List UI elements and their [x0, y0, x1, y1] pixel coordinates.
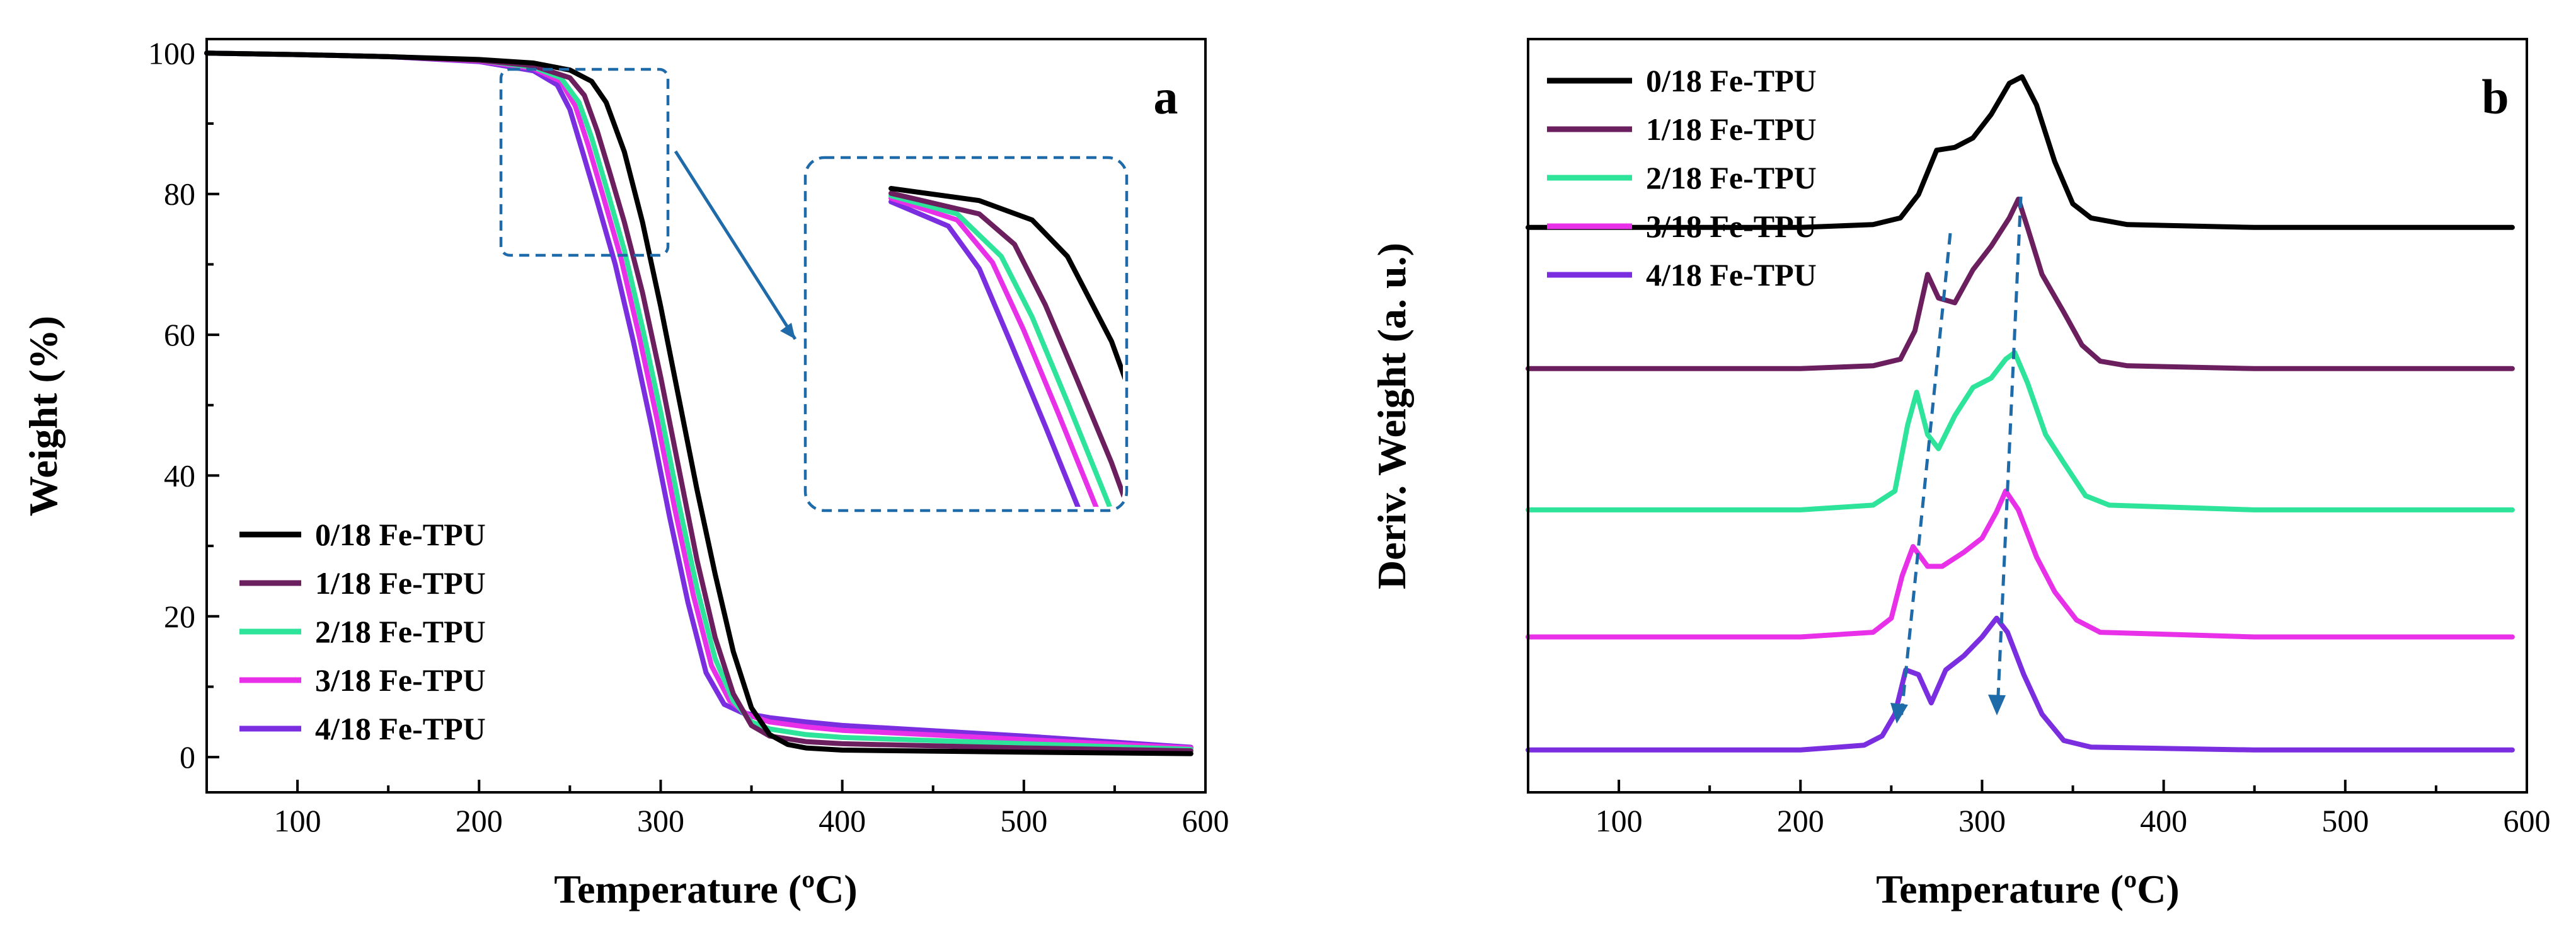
panel-a-x-tick-label: 600 [1182, 803, 1229, 838]
panel-b-deriv-chart: 100 200 300 400 500 600 b Temperature (ºC) De… [1369, 38, 2551, 911]
panel-b-x-tick-label: 300 [1958, 803, 2006, 838]
panel-a-x-tick-label: 300 [637, 803, 684, 838]
panel-b-series-line-0 [1526, 74, 2515, 230]
panel-b-x-tick-label: 400 [2140, 803, 2187, 838]
panel-b-plot-frame [1527, 38, 2528, 794]
panel-b-peak1-arrowhead [1890, 703, 1908, 724]
panel-a-legend-label-3: 3/18 Fe-TPU [315, 662, 486, 698]
panel-a-inset-line-4 [888, 199, 1123, 507]
panel-a-y-axis-title: Weight (%) [21, 316, 66, 516]
panel-a-y-tick-label: 40 [164, 458, 195, 493]
panel-a-zoom-arrowhead [780, 323, 795, 339]
panel-b-series-group [1526, 74, 2515, 753]
panel-b-legend-label-2: 2/18 Fe-TPU [1646, 160, 1817, 195]
panel-b-legend: 0/18 Fe-TPU 1/18 Fe-TPU 2/18 Fe-TPU 3/18 Fe… [1547, 63, 1817, 292]
panel-b-peak2-shift-arrow [1996, 196, 2023, 710]
panel-a-inset-line-0 [888, 186, 1123, 507]
panel-a-legend-label-4: 4/18 Fe-TPU [315, 711, 486, 746]
panel-a-x-tick-label: 500 [1000, 803, 1047, 838]
panel-a-y-tick-label: 0 [180, 739, 195, 775]
panel-a-legend: 0/18 Fe-TPU 1/18 Fe-TPU 2/18 Fe-TPU 3/18 Fe… [239, 517, 486, 746]
panel-b-ticks: 100 200 300 400 500 600 [1596, 780, 2551, 838]
panel-b-legend-label-3: 3/18 Fe-TPU [1646, 209, 1817, 244]
panel-a-zoom-pointer-arrow [674, 150, 797, 340]
panel-b-x-tick-label: 200 [1777, 803, 1824, 838]
panel-a-zoom-region-box [499, 67, 670, 257]
panel-b-legend-label-4: 4/18 Fe-TPU [1646, 257, 1817, 292]
panel-a-plot-frame [205, 38, 1207, 794]
panel-a-y-tick-label: 80 [164, 176, 195, 212]
panel-a-legend-label-0: 0/18 Fe-TPU [315, 517, 486, 552]
panel-b-y-axis-title: Deriv. Weight (a. u.) [1369, 243, 1414, 589]
panel-b-x-tick-label: 100 [1596, 803, 1643, 838]
panel-b-peak2-arrowhead [1988, 695, 2006, 715]
panel-a-inset-line-2 [888, 193, 1123, 507]
panel-a-inset-line-1 [888, 190, 1123, 507]
panel-b-series-line-3 [1526, 489, 2515, 640]
panel-b-x-axis-title: Temperature (ºC) [1876, 867, 2179, 911]
panel-a-y-tick-label: 60 [164, 317, 195, 352]
panel-b-peak1-shift-arrow [1899, 233, 1952, 719]
panel-a-legend-label-1: 1/18 Fe-TPU [315, 565, 486, 601]
panel-a-x-tick-label: 100 [274, 803, 321, 838]
panel-a-x-tick-label: 400 [819, 803, 866, 838]
panel-a-series-group [204, 50, 1193, 756]
panel-a-x-tick-label: 200 [456, 803, 503, 838]
panel-a-inset-line-3 [888, 195, 1123, 507]
panel-b-series-line-2 [1526, 350, 2515, 512]
panel-b-legend-label-0: 0/18 Fe-TPU [1646, 63, 1817, 98]
panel-a-x-axis-title: Temperature (ºC) [554, 867, 857, 911]
panel-b-legend-label-1: 1/18 Fe-TPU [1646, 112, 1817, 147]
panel-a-weight-chart: 100 200 300 400 500 600 0 20 40 60 80 100 a Tempera… [21, 35, 1229, 911]
panel-a-series-line-0 [204, 50, 1193, 756]
panel-a-legend-label-2: 2/18 Fe-TPU [315, 614, 486, 649]
panel-b-x-tick-label: 500 [2321, 803, 2369, 838]
panel-a-ticks: 100 200 300 400 500 600 0 20 40 60 80 100 [148, 35, 1229, 838]
panel-a-y-tick-label: 100 [148, 35, 195, 71]
panel-b-x-tick-label: 600 [2504, 803, 2551, 838]
panel-b-letter: b [2481, 69, 2509, 124]
panel-a-letter: a [1154, 69, 1178, 124]
panel-b-series-line-4 [1526, 615, 2515, 753]
panel-a-y-tick-label: 20 [164, 599, 195, 634]
panel-b-series-line-1 [1526, 196, 2515, 371]
panel-a-inset-series [888, 186, 1123, 507]
